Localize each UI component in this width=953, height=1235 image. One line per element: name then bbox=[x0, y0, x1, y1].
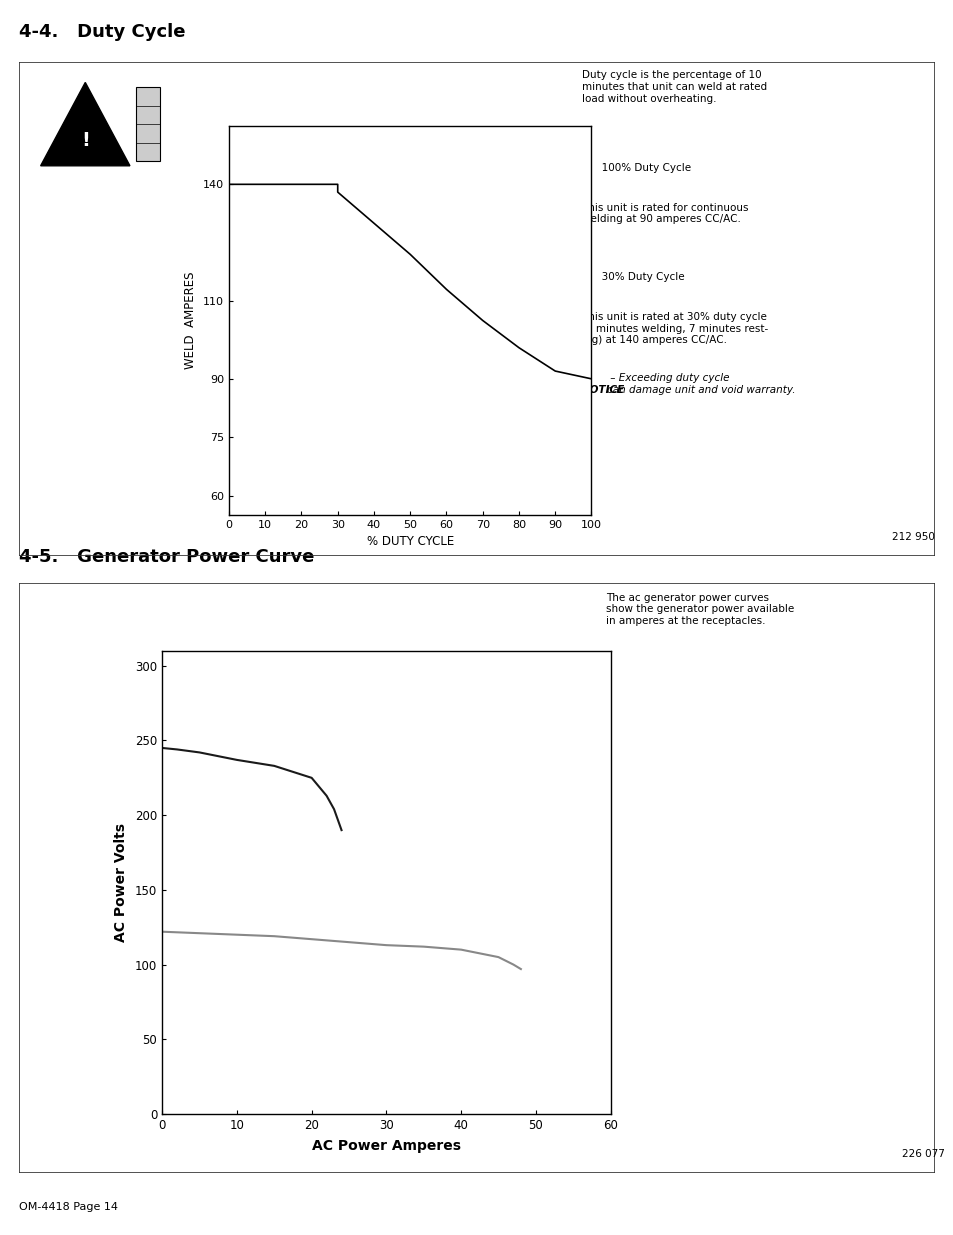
Text: 212 950: 212 950 bbox=[891, 531, 934, 542]
Text: NOTICE: NOTICE bbox=[581, 385, 624, 395]
Polygon shape bbox=[41, 83, 130, 165]
Text: Duty cycle is the percentage of 10
minutes that unit can weld at rated
load with: Duty cycle is the percentage of 10 minut… bbox=[581, 70, 766, 104]
Text: This unit is rated at 30% duty cycle
(3 minutes welding, 7 minutes rest-
ing) at: This unit is rated at 30% duty cycle (3 … bbox=[581, 312, 767, 346]
Text: The ac generator power curves
show the generator power available
in amperes at t: The ac generator power curves show the g… bbox=[605, 593, 793, 626]
X-axis label: AC Power Amperes: AC Power Amperes bbox=[312, 1139, 460, 1152]
Text: 1    100% Duty Cycle: 1 100% Duty Cycle bbox=[581, 163, 690, 173]
Y-axis label: AC Power Volts: AC Power Volts bbox=[114, 823, 128, 942]
Text: !: ! bbox=[81, 131, 90, 151]
Text: 4-5.   Generator Power Curve: 4-5. Generator Power Curve bbox=[19, 548, 314, 567]
Text: OM-4418 Page 14: OM-4418 Page 14 bbox=[19, 1202, 118, 1213]
Text: 4-4.   Duty Cycle: 4-4. Duty Cycle bbox=[19, 23, 186, 42]
Text: 2    30% Duty Cycle: 2 30% Duty Cycle bbox=[581, 272, 684, 283]
Bar bbox=[136, 88, 159, 162]
Y-axis label: WELD  AMPERES: WELD AMPERES bbox=[184, 272, 197, 369]
X-axis label: % DUTY CYCLE: % DUTY CYCLE bbox=[366, 536, 454, 548]
Text: 226 077: 226 077 bbox=[901, 1149, 943, 1160]
Text: – Exceeding duty cycle
can damage unit and void warranty.: – Exceeding duty cycle can damage unit a… bbox=[607, 373, 795, 395]
Text: This unit is rated for continuous
welding at 90 amperes CC/AC.: This unit is rated for continuous weldin… bbox=[581, 203, 748, 225]
